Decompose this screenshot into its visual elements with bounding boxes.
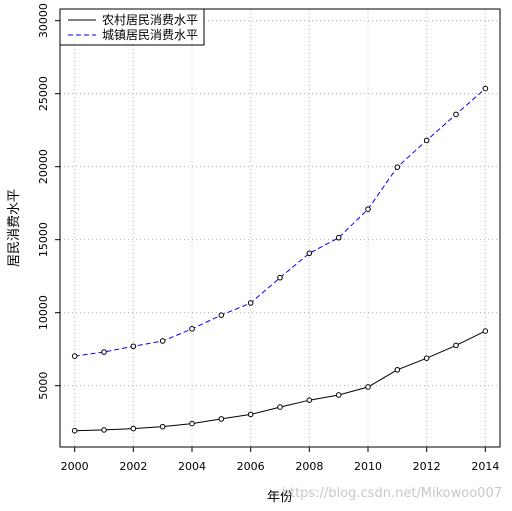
data-point: [277, 404, 283, 410]
y-tick-label: 15000: [37, 222, 50, 257]
data-point: [335, 392, 342, 398]
legend-label: 农村居民消费水平: [102, 13, 198, 27]
y-tick-label: 25000: [37, 76, 50, 111]
legend-label: 城镇居民消费水平: [102, 28, 198, 42]
series-2: [71, 85, 489, 359]
data-point: [130, 425, 137, 432]
data-point: [482, 85, 489, 92]
data-point: [453, 342, 459, 349]
data-point: [394, 164, 401, 170]
data-point: [306, 250, 313, 257]
x-axis-title: 年份: [267, 490, 293, 505]
data-point: [365, 384, 371, 390]
data-point: [306, 397, 313, 403]
y-tick-label: 20000: [37, 149, 50, 184]
x-tick-label: 2008: [295, 460, 323, 473]
data-point: [101, 427, 107, 433]
x-tick-label: 2014: [471, 460, 499, 473]
legend-box: [59, 8, 205, 46]
data-point: [335, 234, 342, 241]
x-tick-label: 2012: [413, 460, 441, 473]
y-tick-label: 5000: [37, 372, 50, 400]
data-point: [394, 366, 401, 373]
series-layer: [71, 85, 489, 434]
data-point: [218, 416, 225, 422]
data-point: [189, 420, 195, 427]
x-tick-label: 2000: [61, 460, 89, 473]
data-point: [130, 343, 137, 350]
x-tick-label: 2010: [354, 460, 382, 473]
y-tick-label: 30000: [37, 3, 50, 38]
data-point: [277, 274, 283, 281]
x-axis: 2000 2002 2004 2006 2008 2010 2012 2014: [61, 447, 499, 473]
data-point: [247, 300, 254, 306]
data-point: [423, 355, 430, 361]
data-point: [189, 326, 195, 332]
x-tick-label: 2002: [119, 460, 147, 473]
x-tick-label: 2004: [178, 460, 206, 473]
y-axis-title: 居民消费水平: [7, 189, 22, 267]
data-point: [71, 427, 78, 434]
data-point: [482, 328, 489, 334]
y-axis: 5000 10000 15000 20000 25000 30000: [37, 3, 60, 400]
watermark: https://blog.csdn.net/Mikowoo007: [282, 486, 502, 501]
data-point: [423, 137, 430, 144]
data-point: [71, 353, 78, 359]
series-1: [71, 328, 489, 434]
data-point: [159, 338, 166, 344]
y-tick-label: 10000: [37, 295, 50, 330]
data-point: [159, 423, 166, 430]
data-point: [365, 206, 371, 212]
grid: [60, 9, 500, 447]
data-point: [247, 411, 254, 418]
data-point: [453, 111, 459, 118]
data-point: [218, 312, 225, 318]
data-point: [101, 349, 107, 355]
x-tick-label: 2006: [237, 460, 265, 473]
plot-frame: [59, 8, 501, 448]
